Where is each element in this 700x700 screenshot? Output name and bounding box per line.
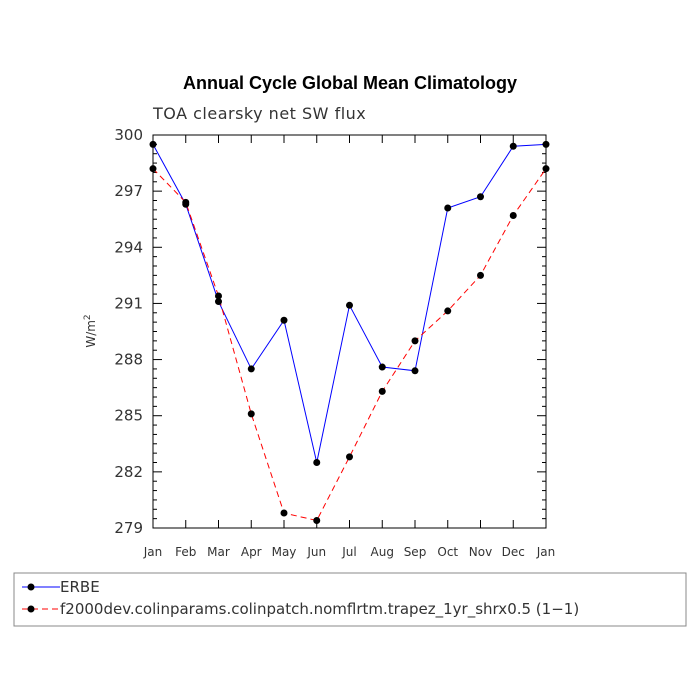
legend-marker-2 (27, 605, 35, 613)
data-point-s2-7 (378, 387, 386, 395)
series-layer (149, 140, 550, 525)
legend-label-2: f2000dev.colinparams.colinpatch.nomflrtm… (60, 600, 579, 619)
legend-label-1: ERBE (60, 578, 100, 596)
data-point-s2-1 (182, 198, 190, 206)
data-point-s1-5 (313, 459, 321, 466)
x-tick-label: Mar (207, 545, 230, 559)
x-tick-label: Oct (437, 545, 458, 559)
data-point-s1-11 (509, 142, 517, 150)
x-tick-label: Sep (404, 545, 427, 559)
y-tick-label: 297 (114, 182, 143, 200)
y-tick-label: 282 (114, 463, 143, 481)
data-point-s2-10 (477, 271, 484, 279)
data-point-s1-7 (378, 363, 386, 371)
y-tick-label: 291 (114, 294, 143, 312)
y-tick-label: 294 (114, 238, 143, 256)
plot-frame (152, 134, 547, 529)
x-tick-label: Aug (371, 545, 394, 559)
x-tick-label: Jul (341, 545, 356, 559)
y-tick-label: 288 (114, 351, 143, 369)
data-point-s1-2 (215, 298, 222, 306)
series-line-2 (152, 168, 547, 522)
x-tick-label: Jan (143, 545, 163, 559)
data-point-s1-9 (444, 204, 452, 212)
data-point-s2-3 (247, 410, 255, 418)
y-axis-label: W/m2 (83, 314, 98, 347)
legend-marker-1 (27, 583, 35, 591)
chart-title: Annual Cycle Global Mean Climatology (183, 73, 517, 93)
y-tick-label: 300 (114, 126, 143, 144)
x-axis: Jan Feb Mar Apr May Jun Jul Aug Sep Oct Nov Dec Jan (143, 135, 556, 559)
x-tick-label: Feb (175, 545, 196, 559)
x-tick-label: Nov (469, 545, 492, 559)
data-point-s2-5 (313, 517, 321, 525)
data-point-s1-3 (247, 365, 255, 373)
data-point-s2-0 (149, 165, 157, 173)
data-point-s1-0 (149, 140, 157, 148)
legend-box (13, 572, 687, 627)
x-tick-label: Jun (306, 545, 326, 559)
data-point-s1-10 (477, 193, 484, 201)
data-point-s2-11 (509, 211, 517, 219)
y-tick-label: 285 (114, 407, 143, 425)
data-point-s1-8 (411, 367, 419, 375)
x-tick-label: Apr (241, 545, 262, 559)
data-point-s1-6 (346, 301, 353, 309)
data-point-s2-9 (444, 307, 452, 315)
data-point-s2-2 (215, 292, 222, 300)
data-point-s2-4 (280, 509, 288, 517)
data-point-s1-12 (542, 140, 550, 148)
x-tick-label: Jan (536, 545, 556, 559)
y-tick-label: 279 (114, 519, 143, 537)
data-point-s2-6 (346, 453, 353, 461)
x-tick-label: May (272, 545, 297, 559)
y-axis: 279 282 285 288 291 294 297 300 (114, 126, 546, 537)
x-tick-label: Dec (502, 545, 525, 559)
chart-subtitle: TOA clearsky net SW flux (152, 104, 366, 123)
data-point-s1-4 (280, 316, 288, 324)
legend: ERBE f2000dev.colinparams.colinpatch.nomf… (13, 572, 687, 627)
data-point-s2-12 (542, 165, 550, 173)
data-point-s2-8 (411, 337, 419, 345)
